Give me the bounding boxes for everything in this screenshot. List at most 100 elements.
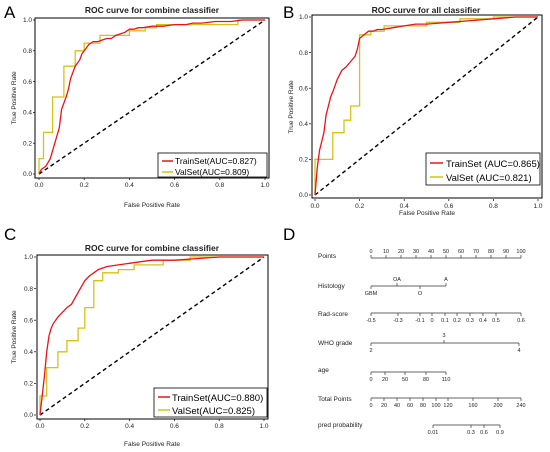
x-tick-label: 0.2 — [80, 423, 89, 430]
tick-label: 120 — [443, 403, 452, 409]
tick-label: 0.01 — [428, 430, 439, 436]
chance-diagonal-line — [38, 19, 266, 175]
rad-score-axis: -0.5 -0.3 -0.1 0 0.1 0.2 0.3 0.4 0.5 0.6 — [366, 312, 525, 324]
tick-label: 0 — [369, 377, 372, 383]
tick-label: -0.3 — [393, 318, 402, 324]
chart-title: ROC curve for combine classifier — [85, 5, 220, 15]
tick-label: 0.1 — [441, 318, 449, 324]
train-roc-curve — [314, 16, 538, 196]
tick-label: 0.3 — [467, 430, 475, 436]
tick-label: A — [444, 277, 448, 283]
legend-label-train: TrainSet (AUC=0.865) — [446, 159, 540, 170]
tick-label: 3 — [442, 333, 445, 339]
y-tick-label: 0.4 — [23, 110, 32, 117]
points-axis: 0 10 20 30 40 50 60 70 80 90 100 — [369, 249, 526, 259]
x-tick-label: 0.8 — [215, 182, 224, 189]
tick-label: 50 — [402, 377, 408, 383]
y-tick-label: 1.0 — [23, 17, 32, 24]
tick-label: 90 — [503, 249, 509, 255]
tick-label: 0 — [369, 403, 372, 409]
plot-frame — [36, 254, 269, 420]
panel-letter: A — [4, 3, 16, 22]
plot-area: 0.0 0.2 0.4 0.6 0.8 1.0 0.0 0.2 0.4 0.6 0.8 1.0 — [24, 254, 269, 430]
tick-label: 240 — [516, 403, 525, 409]
x-tick-label: 1.0 — [260, 182, 269, 189]
y-tick-label: 0.6 — [23, 79, 32, 86]
y-tick-label: 0.4 — [299, 121, 308, 128]
tick-label: 0.4 — [479, 318, 487, 324]
legend-label-val: ValSet(AUC=0.825) — [172, 406, 255, 417]
x-tick-label: 0.4 — [400, 203, 409, 210]
legend-box — [157, 152, 268, 178]
y-tick-label: 0.8 — [299, 50, 308, 57]
y-tick-label: 0.0 — [23, 171, 32, 178]
tick-label: 0.6 — [480, 430, 488, 436]
chance-diagonal-line — [39, 256, 265, 416]
legend-label-val: ValSet(AUC=0.809) — [175, 167, 249, 177]
x-tick-label: 1.0 — [259, 423, 268, 430]
y-tick-label: 0.2 — [23, 140, 32, 147]
tick-label: 0 — [369, 249, 372, 255]
tick-label: -0.1 — [415, 318, 424, 324]
tick-label: -0.5 — [366, 318, 375, 324]
x-tick-label: 0.6 — [170, 182, 179, 189]
val-roc-curve — [39, 256, 264, 415]
who-grade-axis: 3 2 4 — [369, 333, 520, 354]
x-tick-label: 0.4 — [125, 182, 134, 189]
total-points-axis: 0 20 40 60 80 100 120 160 200 240 — [369, 397, 526, 409]
y-axis-label: True Positive Rate — [11, 71, 18, 125]
nomogram-label-rad-score: Rad-score — [318, 311, 348, 318]
legend-label-val: ValSet (AUC=0.821) — [446, 173, 532, 184]
panel-a: A ROC curve for combine classifier 0.0 0.… — [4, 3, 270, 209]
tick-label: 20 — [382, 377, 388, 383]
nomogram-label-total-points: Total Points — [318, 396, 352, 403]
x-tick-label: 0.0 — [35, 423, 44, 430]
val-roc-curve — [314, 16, 538, 195]
nomogram-label-who-grade: WHO grade — [318, 340, 353, 347]
x-tick-label: 0.0 — [34, 182, 43, 189]
tick-label: 0.3 — [466, 318, 474, 324]
chart-title: ROC curve for all classifier — [372, 5, 481, 15]
x-tick-label: 0.4 — [125, 423, 134, 430]
tick-label: 0.5 — [492, 318, 500, 324]
plot-frame — [34, 17, 270, 179]
legend-label-train: TrainSet(AUC=0.827) — [175, 156, 257, 166]
y-tick-label: 0.6 — [299, 85, 308, 92]
histology-axis: OA A GBM O — [365, 277, 448, 297]
nomogram-label-age: age — [318, 367, 329, 374]
panel-letter: B — [283, 3, 294, 22]
x-tick-label: 0.6 — [170, 423, 179, 430]
tick-label: 50 — [443, 249, 449, 255]
tick-label: 20 — [381, 403, 387, 409]
tick-label: 70 — [473, 249, 479, 255]
tick-label: 10 — [383, 249, 389, 255]
chance-diagonal-line — [314, 16, 539, 196]
plot-area: 0.0 0.2 0.4 0.6 0.8 1.0 0.0 0.2 0.4 0.6 0.8 1.0 — [23, 17, 270, 189]
tick-label: 20 — [398, 249, 404, 255]
legend-box — [425, 152, 541, 186]
y-tick-label: 0.0 — [24, 412, 33, 419]
x-tick-label: 0.2 — [355, 203, 364, 210]
y-axis-label: True Positive Rate — [11, 310, 18, 364]
panel-d-nomogram: D Points 0 10 20 30 40 50 60 70 80 90 100 Histolog… — [283, 225, 526, 436]
tick-label: 200 — [493, 403, 502, 409]
nomogram-label-points: Points — [318, 253, 337, 260]
pred-probability-axis: 0.01 0.3 0.6 0.9 — [428, 424, 504, 436]
tick-label: GBM — [365, 291, 378, 297]
tick-label: 0.6 — [517, 318, 525, 324]
tick-label: 0 — [430, 318, 433, 324]
x-tick-label: 1.0 — [533, 203, 542, 210]
legend-label-train: TrainSet(AUC=0.880) — [172, 393, 263, 404]
train-roc-curve — [38, 19, 265, 175]
tick-label: 0.2 — [453, 318, 461, 324]
x-tick-label: 0.6 — [444, 203, 453, 210]
tick-label: 40 — [394, 403, 400, 409]
train-roc-curve — [39, 256, 264, 416]
tick-label: OA — [393, 277, 401, 283]
x-axis-label: False Positive Rate — [399, 210, 455, 217]
tick-label: 40 — [428, 249, 434, 255]
x-tick-label: 0.0 — [310, 203, 319, 210]
tick-label: 110 — [442, 377, 451, 383]
age-axis: 0 20 50 80 110 — [369, 371, 451, 383]
